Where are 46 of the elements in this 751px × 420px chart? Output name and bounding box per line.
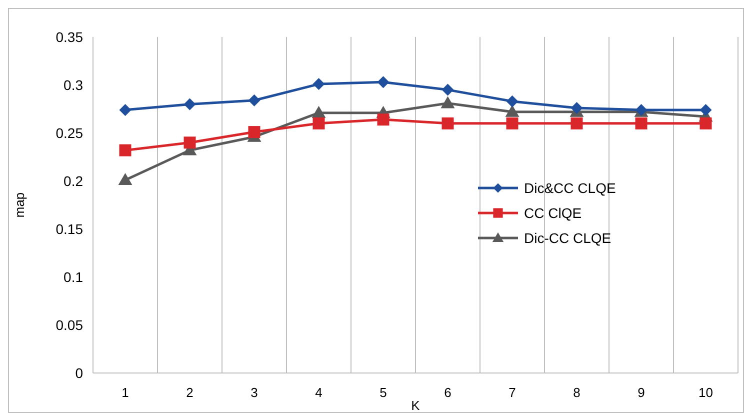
point (248, 94, 260, 106)
point (700, 104, 712, 116)
point (440, 96, 455, 108)
point (570, 117, 583, 130)
point (312, 106, 326, 118)
y-tick-label: 0.25 (56, 124, 84, 141)
y-tick-label: 0.1 (64, 268, 84, 285)
point (119, 144, 132, 156)
x-axis-title: K (411, 398, 420, 413)
point (184, 136, 196, 149)
x-tick-label: 6 (444, 385, 452, 400)
point (506, 117, 518, 130)
legend-label: Dic&CC CLQE (524, 180, 616, 196)
x-tick-label: 5 (380, 385, 387, 400)
x-tick-label: 1 (122, 385, 129, 400)
point (184, 98, 196, 110)
y-tick-label: 0 (75, 364, 84, 381)
x-tick-label: 4 (315, 385, 322, 400)
y-tick-label: 0.2 (64, 172, 84, 189)
point (377, 76, 390, 88)
point (506, 95, 518, 108)
y-tick-label: 0.3 (64, 76, 84, 93)
legend-label: CC ClQE (524, 204, 582, 221)
legend-label: Dic-CC CLQE (524, 230, 612, 246)
point (442, 84, 454, 96)
x-tick-label: 3 (250, 385, 258, 400)
point (505, 104, 520, 117)
point (570, 102, 583, 114)
x-tick-label: 8 (573, 385, 580, 400)
point (119, 104, 132, 116)
point (442, 117, 454, 130)
y-tick-label: 0.05 (56, 316, 84, 333)
point (635, 117, 648, 130)
point (377, 114, 390, 126)
y-axis-title: map (12, 192, 27, 218)
x-tick-label: 9 (638, 385, 645, 400)
y-tick-label: 0.35 (56, 28, 84, 45)
point (700, 117, 712, 130)
x-tick-label: 7 (508, 385, 516, 400)
point (312, 117, 325, 130)
y-tick-label: 0.15 (56, 220, 84, 237)
point (312, 78, 325, 90)
point (118, 173, 132, 186)
x-tick-label: 2 (186, 385, 194, 400)
point (248, 126, 260, 138)
x-tick-label: 10 (698, 385, 713, 400)
